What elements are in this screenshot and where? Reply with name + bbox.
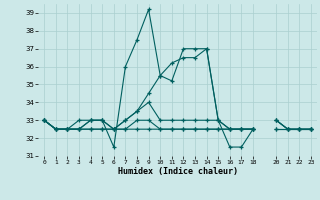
X-axis label: Humidex (Indice chaleur): Humidex (Indice chaleur)	[118, 167, 238, 176]
